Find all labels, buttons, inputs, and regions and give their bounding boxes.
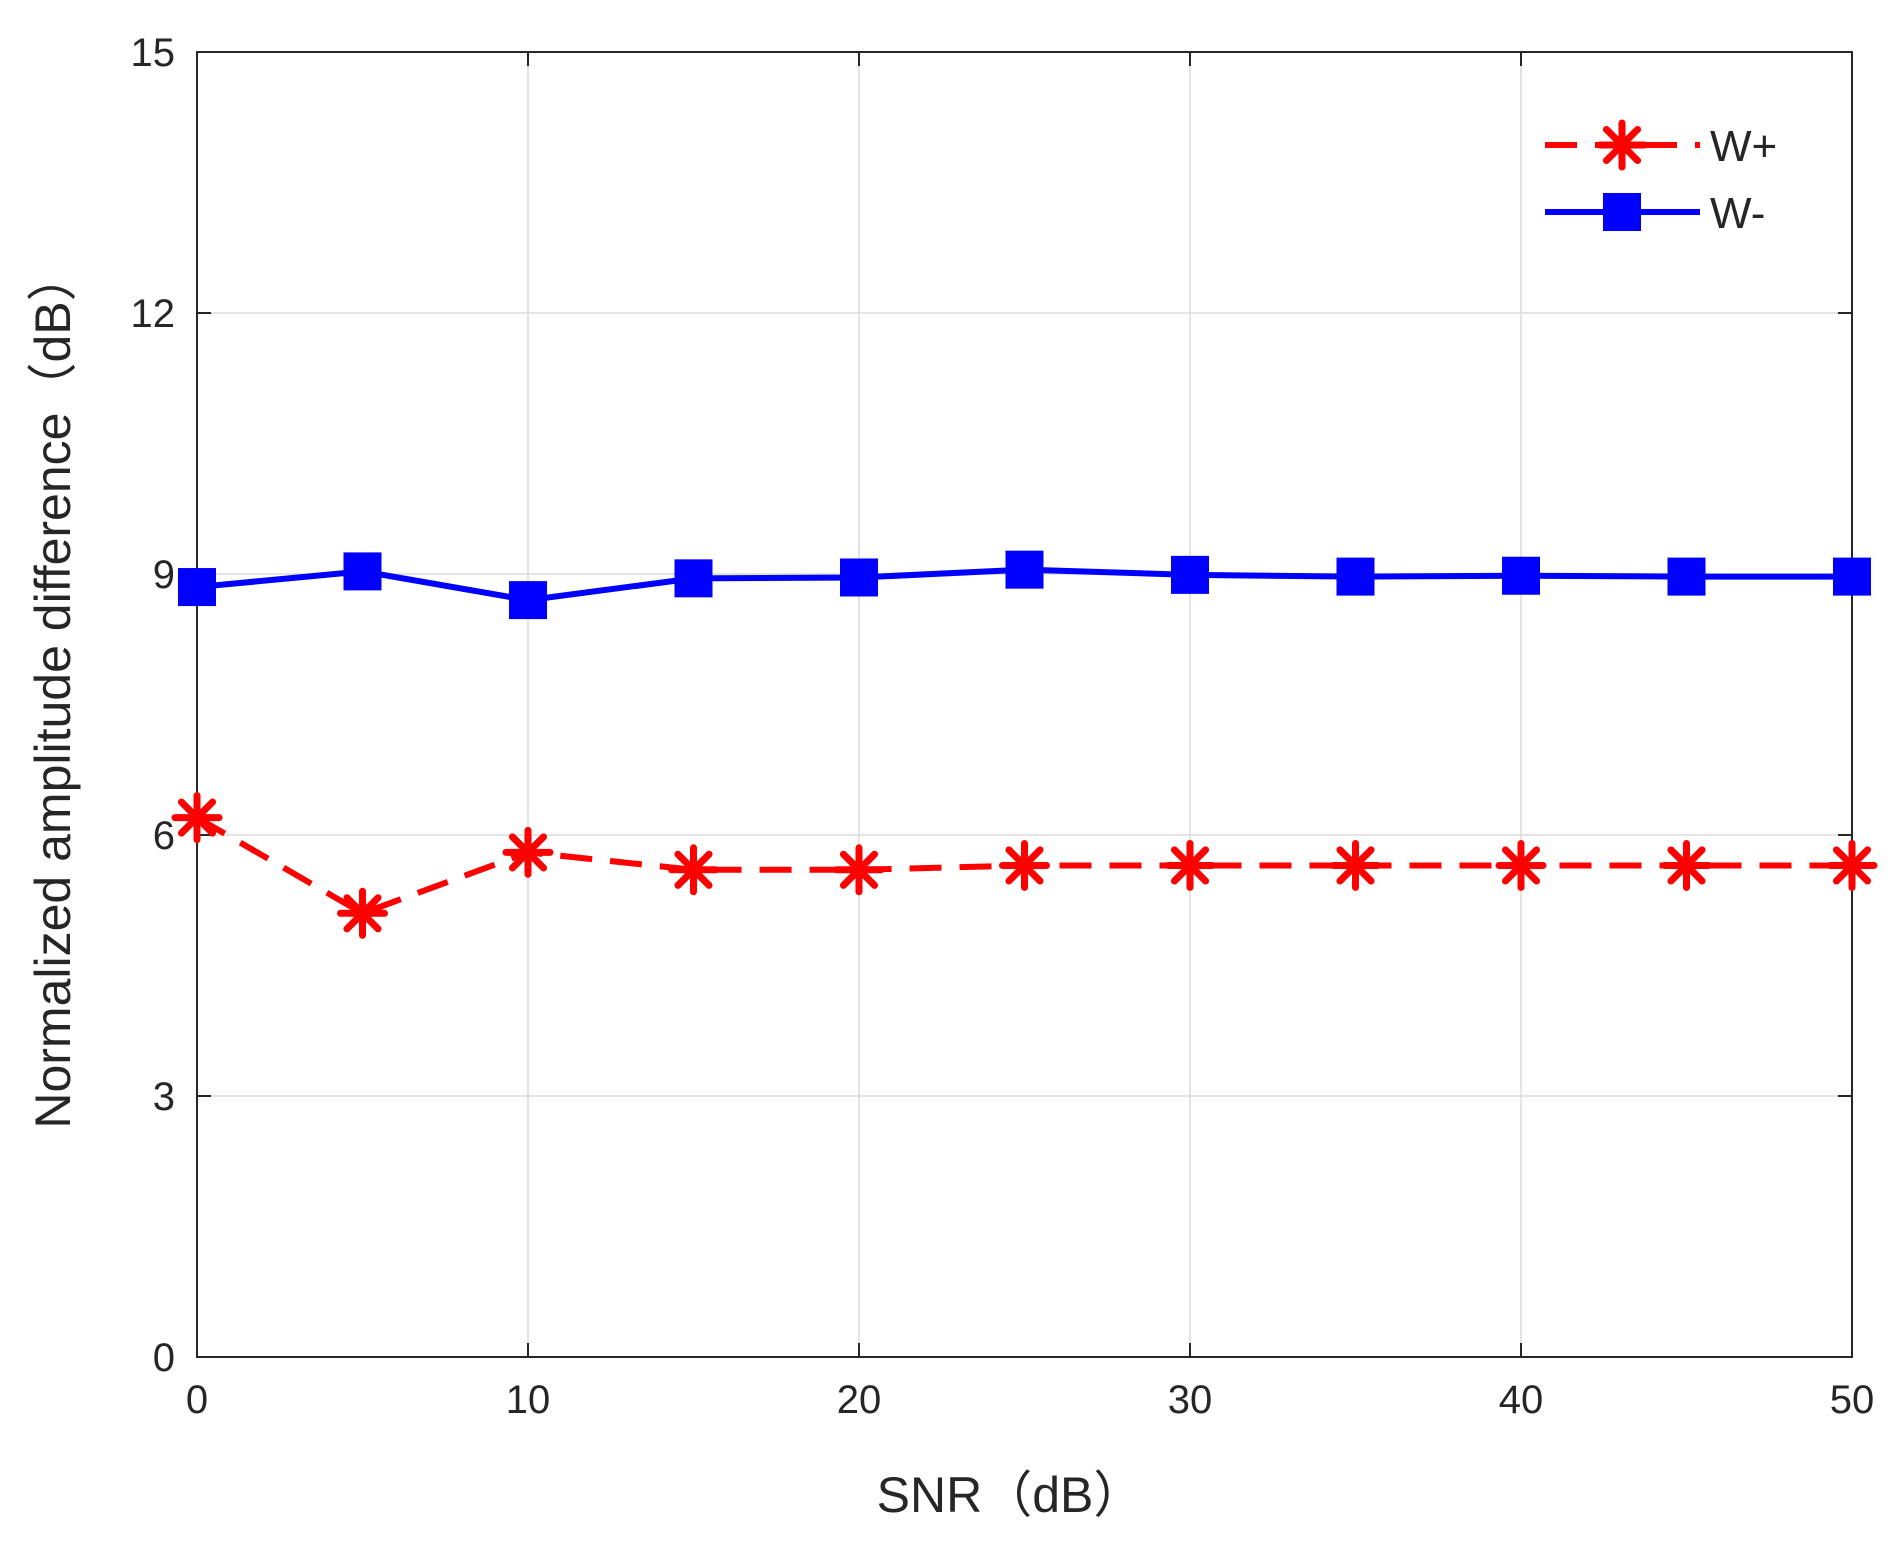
data-point-asterisk xyxy=(1330,839,1381,891)
x-tick-label: 40 xyxy=(1499,1378,1544,1422)
x-tick-label: 50 xyxy=(1830,1378,1875,1422)
data-point-asterisk xyxy=(1661,839,1712,891)
y-tick-label: 9 xyxy=(153,553,175,597)
data-point-square xyxy=(1171,555,1209,594)
data-point-square xyxy=(1667,557,1706,596)
y-tick-label: 3 xyxy=(153,1075,175,1119)
data-point-square xyxy=(343,552,382,591)
y-tick-label: 12 xyxy=(131,292,176,336)
data-point-asterisk xyxy=(1495,839,1547,891)
y-axis-label: Normalized amplitude difference（dB） xyxy=(25,251,81,1128)
data-point-asterisk xyxy=(1826,839,1878,891)
data-point-asterisk xyxy=(502,826,554,878)
x-tick-label: 0 xyxy=(186,1378,208,1422)
x-tick-label: 20 xyxy=(837,1378,882,1422)
data-point-square xyxy=(840,558,878,597)
data-point-asterisk xyxy=(833,844,885,896)
plot-frame xyxy=(196,51,1853,1358)
y-tick-label: 6 xyxy=(153,814,175,858)
legend-asterisk-marker xyxy=(1596,119,1648,171)
y-tick-label: 15 xyxy=(131,31,176,75)
legend: W+ W- xyxy=(1545,119,1777,238)
data-point-square xyxy=(509,581,547,620)
legend-entry: W- xyxy=(1545,189,1765,238)
axis-ticks xyxy=(196,51,1853,1358)
data-point-asterisk xyxy=(1164,839,1216,891)
data-point-square xyxy=(1833,557,1871,596)
x-tick-labels: 0 10 20 30 40 50 xyxy=(186,1378,1874,1422)
data-point-asterisk xyxy=(999,839,1050,891)
series-w-plus xyxy=(171,792,1878,939)
data-point-square xyxy=(1336,557,1375,596)
data-point-square xyxy=(1005,550,1044,589)
x-tick-label: 30 xyxy=(1168,1378,1213,1422)
data-point-asterisk xyxy=(171,792,223,844)
data-point-square xyxy=(674,559,713,598)
data-point-asterisk xyxy=(668,844,719,896)
x-axis-label: SNR（dB） xyxy=(877,1467,1144,1523)
data-point-square xyxy=(1502,556,1540,595)
x-tick-label: 10 xyxy=(506,1378,551,1422)
data-point-square xyxy=(178,568,216,607)
y-tick-label: 0 xyxy=(153,1336,175,1380)
series-w-minus xyxy=(178,550,1871,620)
data-point-asterisk xyxy=(337,887,388,939)
legend-entry: W+ xyxy=(1545,119,1777,171)
legend-label: W- xyxy=(1710,189,1765,238)
data-series xyxy=(171,550,1878,939)
legend-square-marker xyxy=(1603,193,1641,231)
legend-label: W+ xyxy=(1710,122,1777,171)
y-tick-labels: 0 3 6 9 12 15 xyxy=(131,31,176,1380)
